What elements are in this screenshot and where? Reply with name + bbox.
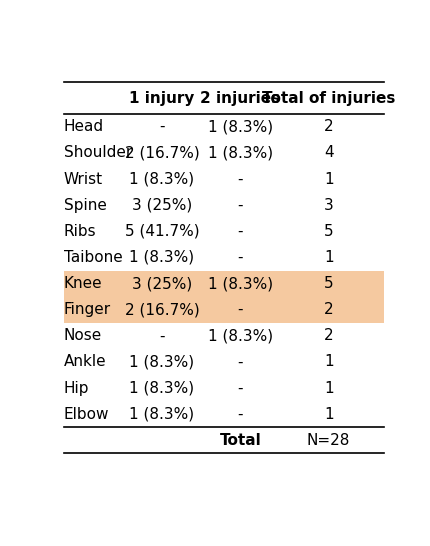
- Text: 1 (8.3%): 1 (8.3%): [208, 145, 273, 161]
- Text: Spine: Spine: [64, 198, 107, 213]
- Bar: [64, 296, 384, 323]
- Text: 1 (8.3%): 1 (8.3%): [129, 381, 195, 396]
- Text: 1 (8.3%): 1 (8.3%): [129, 250, 195, 265]
- Text: 4: 4: [324, 145, 334, 161]
- Text: 1 (8.3%): 1 (8.3%): [208, 276, 273, 291]
- Text: 2 injuries: 2 injuries: [200, 91, 280, 105]
- Text: -: -: [238, 407, 243, 422]
- Text: -: -: [238, 171, 243, 187]
- Text: 1 injury: 1 injury: [129, 91, 195, 105]
- Text: Total: Total: [219, 433, 261, 448]
- Text: 1: 1: [324, 171, 334, 187]
- Text: -: -: [238, 250, 243, 265]
- Text: 2: 2: [324, 302, 334, 317]
- Text: 5: 5: [324, 224, 334, 239]
- Text: 1 (8.3%): 1 (8.3%): [129, 354, 195, 370]
- Text: 2 (16.7%): 2 (16.7%): [125, 145, 200, 161]
- Text: Wrist: Wrist: [64, 171, 103, 187]
- Text: 3 (25%): 3 (25%): [132, 198, 192, 213]
- Text: Elbow: Elbow: [64, 407, 109, 422]
- Text: Taibone: Taibone: [64, 250, 123, 265]
- Text: 5 (41.7%): 5 (41.7%): [125, 224, 200, 239]
- Text: 1: 1: [324, 250, 334, 265]
- Text: Shoulder: Shoulder: [64, 145, 132, 161]
- Text: -: -: [159, 119, 165, 134]
- Text: 1 (8.3%): 1 (8.3%): [208, 328, 273, 343]
- Text: 3 (25%): 3 (25%): [132, 276, 192, 291]
- Text: 2 (16.7%): 2 (16.7%): [125, 302, 200, 317]
- Text: Knee: Knee: [64, 276, 102, 291]
- Text: Finger: Finger: [64, 302, 111, 317]
- Bar: [64, 270, 384, 296]
- Text: 1: 1: [324, 381, 334, 396]
- Text: 3: 3: [324, 198, 334, 213]
- Text: -: -: [159, 328, 165, 343]
- Text: Nose: Nose: [64, 328, 102, 343]
- Text: Ankle: Ankle: [64, 354, 106, 370]
- Text: -: -: [238, 198, 243, 213]
- Text: Ribs: Ribs: [64, 224, 96, 239]
- Text: 1: 1: [324, 354, 334, 370]
- Text: -: -: [238, 381, 243, 396]
- Text: 1 (8.3%): 1 (8.3%): [129, 407, 195, 422]
- Text: Hip: Hip: [64, 381, 89, 396]
- Text: N=28: N=28: [307, 433, 350, 448]
- Text: Total of injuries: Total of injuries: [262, 91, 395, 105]
- Text: 1: 1: [324, 407, 334, 422]
- Text: -: -: [238, 302, 243, 317]
- Text: Head: Head: [64, 119, 104, 134]
- Text: 5: 5: [324, 276, 334, 291]
- Text: 1 (8.3%): 1 (8.3%): [129, 171, 195, 187]
- Text: -: -: [238, 224, 243, 239]
- Text: 2: 2: [324, 328, 334, 343]
- Text: -: -: [238, 354, 243, 370]
- Text: 1 (8.3%): 1 (8.3%): [208, 119, 273, 134]
- Text: 2: 2: [324, 119, 334, 134]
